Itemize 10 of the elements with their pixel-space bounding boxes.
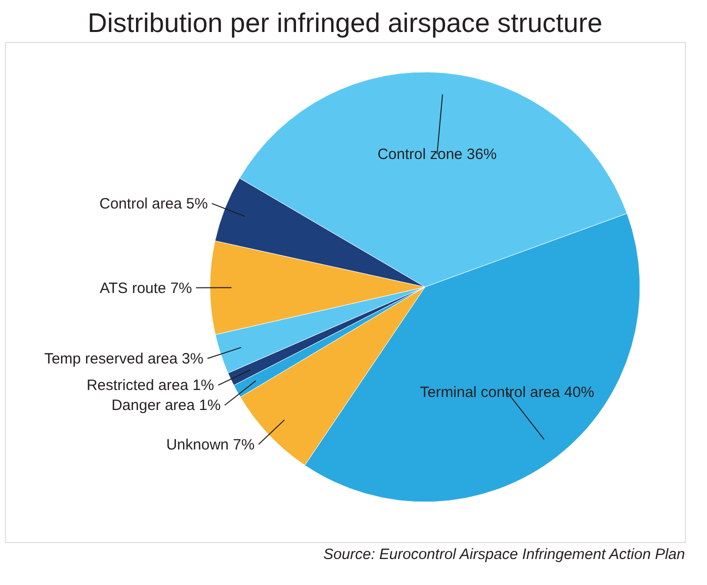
slice-label: Temp reserved area 3% xyxy=(44,350,204,368)
slice-label: Control zone 36% xyxy=(377,146,497,164)
chart-title: Distribution per infringed airspace structure xyxy=(88,8,602,38)
slice-label: Terminal control area 40% xyxy=(420,384,594,402)
slice-label: ATS route 7% xyxy=(100,280,192,297)
slice-label: Unknown 7% xyxy=(166,436,255,454)
slice-label: Control area 5% xyxy=(99,195,208,212)
source-note: Source: Eurocontrol Airspace Infringement Action Plan xyxy=(323,546,685,563)
slice-label: Restricted area 1% xyxy=(86,377,214,394)
slice-label: Danger area 1% xyxy=(111,397,221,414)
